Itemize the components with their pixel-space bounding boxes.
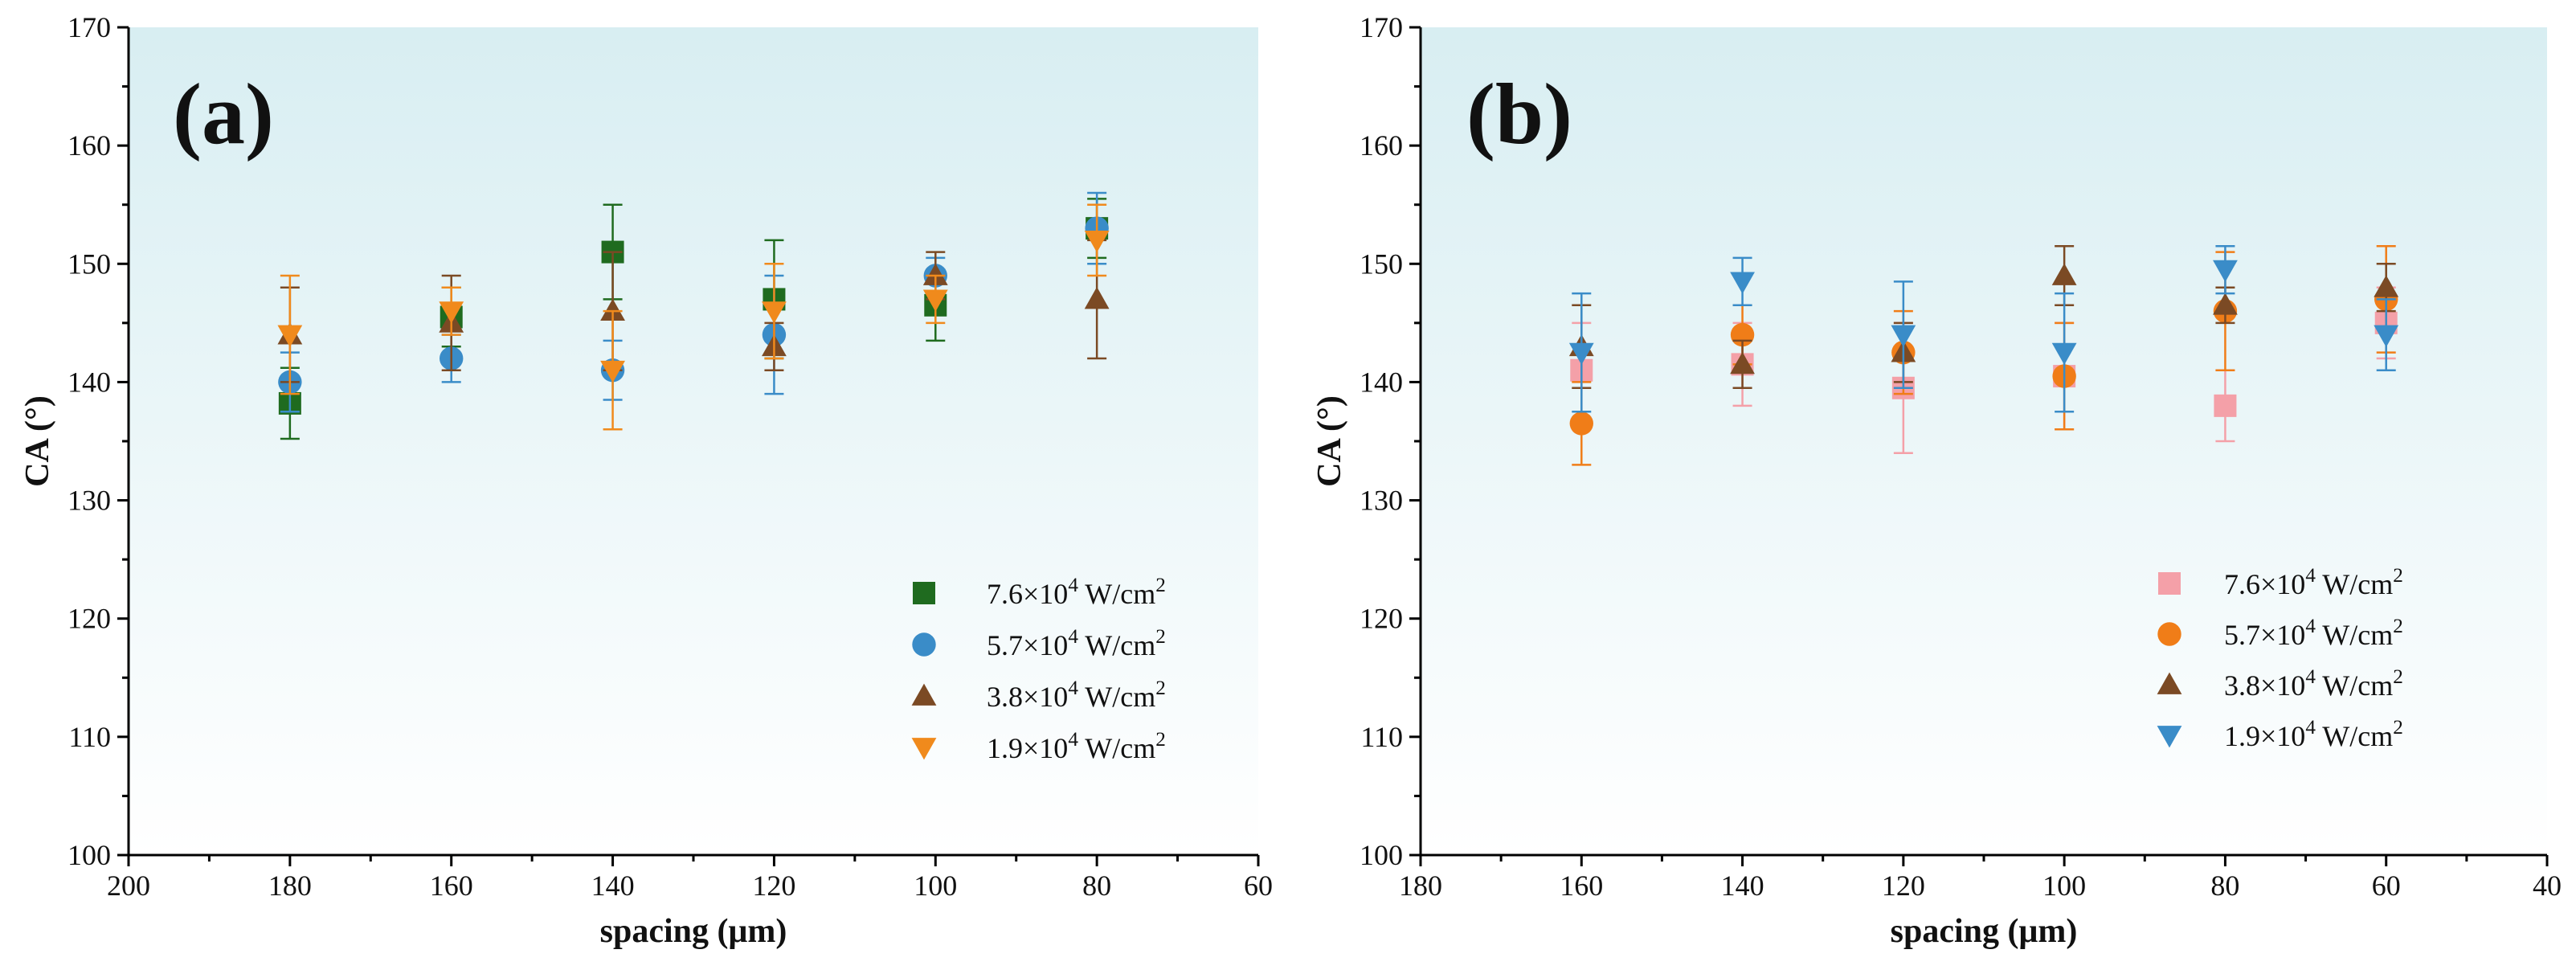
data-point — [2374, 325, 2399, 347]
x-tick-label: 160 — [430, 870, 473, 902]
data-point — [2051, 263, 2077, 285]
data-point — [922, 263, 948, 285]
panel-a: 200 180 160 140 120 100 80 60 100 110 120 130 140 150… — [19, 11, 1273, 950]
plot-background — [1421, 27, 2547, 855]
y-axis-label: CA (°) — [1311, 395, 1348, 487]
x-tick-label: 40 — [2533, 870, 2562, 902]
x-tick-label: 100 — [914, 870, 957, 902]
data-point — [600, 298, 625, 321]
legend-label: 1.9×104 W/cm2 — [2224, 717, 2403, 752]
y-tick-label: 170 — [1360, 11, 1403, 43]
data-point — [1730, 272, 1755, 294]
legend-marker — [2158, 572, 2181, 595]
legend-marker — [911, 683, 937, 706]
panel-label: (a) — [173, 67, 274, 162]
data-point — [2374, 275, 2399, 297]
x-axis-label: spacing (μm) — [1891, 913, 2078, 950]
data-point — [2213, 293, 2238, 315]
data-point — [277, 325, 303, 347]
x-tick-label: 140 — [1721, 870, 1764, 902]
x-tick-label: 60 — [1244, 870, 1273, 902]
x-axis-label: spacing (μm) — [600, 913, 787, 950]
data-point — [762, 301, 787, 324]
data-point — [1891, 325, 1916, 347]
legend-label: 1.9×104 W/cm2 — [987, 729, 1166, 764]
series-4 — [1568, 244, 2399, 413]
y-tick-label: 130 — [67, 485, 111, 517]
legend-label: 3.8×104 W/cm2 — [987, 677, 1166, 713]
data-point — [439, 301, 464, 324]
y-tick-label: 140 — [67, 366, 111, 398]
y-tick-label: 120 — [1360, 603, 1403, 635]
y-axis-label: CA (°) — [19, 395, 56, 487]
panel-b: 180 160 140 120 100 80 60 40 100 110 120 130 140 150 1… — [1311, 11, 2562, 950]
series-4 — [277, 203, 1110, 431]
x-tick-label: 80 — [2210, 870, 2239, 902]
x-tick-label: 180 — [1399, 870, 1442, 902]
legend-marker — [2157, 622, 2181, 646]
legend-marker — [912, 632, 936, 657]
y-tick-label: 130 — [1360, 485, 1403, 517]
y-tick-label: 110 — [68, 721, 111, 753]
data-point — [1084, 287, 1110, 309]
legend-label: 7.6×104 W/cm2 — [987, 575, 1166, 610]
x-tick-label: 100 — [2042, 870, 2086, 902]
x-tick-label: 160 — [1560, 870, 1603, 902]
data-point — [922, 289, 948, 312]
y-tick-label: 160 — [1360, 129, 1403, 162]
y-tick-label: 100 — [67, 839, 111, 871]
x-tick-label: 180 — [268, 870, 312, 902]
panel-label: (b) — [1466, 67, 1572, 162]
y-tick-label: 150 — [67, 248, 111, 280]
y-tick-label: 100 — [1360, 839, 1403, 871]
data-point — [1569, 411, 1593, 436]
data-point — [2213, 260, 2238, 283]
x-tick-label: 140 — [591, 870, 635, 902]
plot-background — [129, 27, 1258, 855]
legend-label: 5.7×104 W/cm2 — [2224, 616, 2403, 651]
legend-label: 3.8×104 W/cm2 — [2224, 666, 2403, 702]
legend-marker — [911, 738, 937, 760]
y-tick-label: 160 — [67, 129, 111, 162]
y-tick-label: 110 — [1360, 721, 1403, 753]
data-point — [1568, 342, 1594, 366]
legend: 7.6×104 W/cm2 5.7×104 W/cm2 3.8×104 W/cm2 1… — [2157, 565, 2403, 752]
y-tick-label: 120 — [67, 603, 111, 635]
data-point — [2214, 394, 2237, 417]
x-tick-label: 200 — [107, 870, 150, 902]
y-tick-label: 140 — [1360, 366, 1403, 398]
legend-marker — [913, 582, 935, 604]
legend: 7.6×104 W/cm2 5.7×104 W/cm2 3.8×104 W/cm2 1… — [911, 575, 1166, 764]
x-tick-label: 80 — [1082, 870, 1111, 902]
legend-marker — [2157, 672, 2182, 694]
x-tick-label: 60 — [2372, 870, 2401, 902]
y-tick-label: 170 — [67, 11, 111, 43]
data-point — [1730, 351, 1755, 374]
legend-label: 5.7×104 W/cm2 — [987, 626, 1166, 661]
x-tick-label: 120 — [1882, 870, 1925, 902]
legend-label: 7.6×104 W/cm2 — [2224, 565, 2403, 600]
x-tick-label: 120 — [752, 870, 795, 902]
data-point — [600, 360, 625, 383]
y-tick-label: 150 — [1360, 248, 1403, 280]
data-point — [1084, 230, 1110, 253]
data-point — [2051, 342, 2077, 366]
legend-marker — [2157, 726, 2182, 748]
